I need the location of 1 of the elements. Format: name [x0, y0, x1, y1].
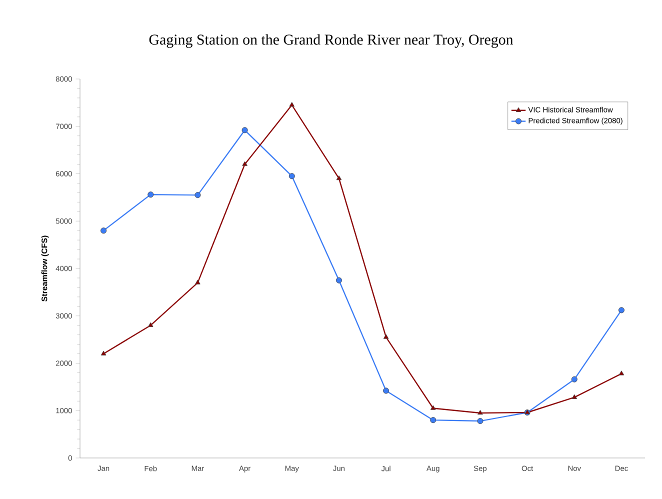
chart-title: Gaging Station on the Grand Ronde River near Troy, Oregon	[149, 34, 514, 48]
